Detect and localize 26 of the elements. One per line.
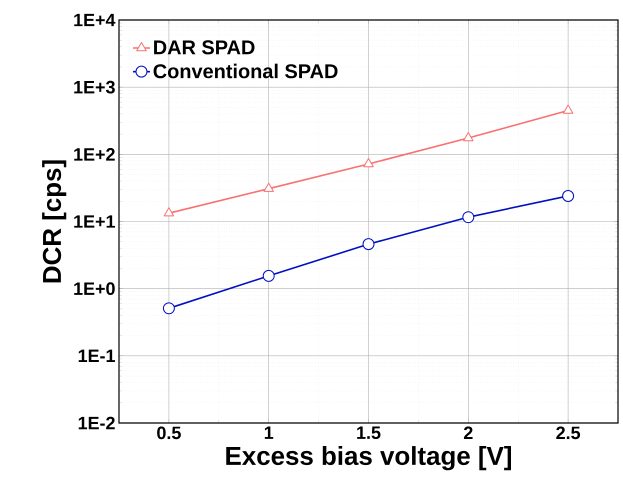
point xyxy=(462,211,474,224)
y-tick-label: 1E-2 xyxy=(78,416,115,430)
x-tick-label: 1 xyxy=(264,426,274,439)
point xyxy=(164,207,174,216)
x-tick-label: 2 xyxy=(464,426,473,440)
legend-label: DAR SPAD xyxy=(154,40,254,54)
point xyxy=(562,104,574,114)
x-tick-label: 0.5 xyxy=(157,426,181,440)
point xyxy=(263,182,274,192)
y-tick-label: 1E+3 xyxy=(74,80,115,94)
y-tick-label: 1E+0 xyxy=(74,282,115,296)
x-axis-title: Excess bias voltage [V] xyxy=(226,446,511,470)
y-tick-label: 1E+4 xyxy=(74,14,116,26)
point xyxy=(463,132,474,142)
point xyxy=(262,270,275,282)
y-tick-label: 1E+2 xyxy=(74,148,115,161)
x-tick-label: 1.5 xyxy=(357,426,380,440)
legend-label: Conventional SPAD xyxy=(154,64,338,78)
point xyxy=(362,238,374,250)
y-axis-title: DCR [cps] xyxy=(42,160,66,282)
point xyxy=(162,302,175,314)
x-tick-label: 2.5 xyxy=(556,426,580,440)
point xyxy=(562,190,574,202)
y-tick-label: 1E+1 xyxy=(74,215,115,228)
y-tick-label: 1E-1 xyxy=(78,350,115,362)
point xyxy=(363,158,374,168)
